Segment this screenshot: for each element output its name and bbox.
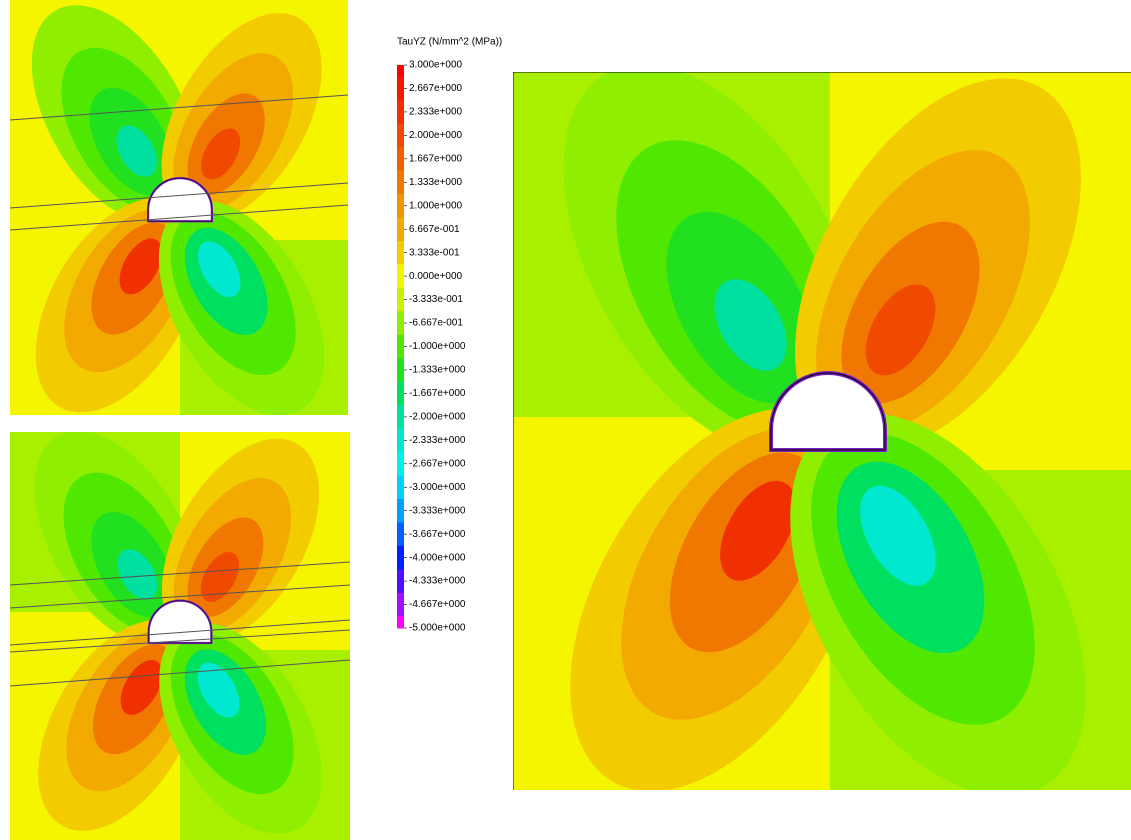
legend-label: 6.667e-001 [409, 224, 460, 235]
legend-label: -3.333e-001 [409, 294, 463, 305]
legend-swatch [397, 475, 404, 500]
legend-swatch [397, 287, 404, 312]
legend-label: 2.333e+000 [409, 107, 463, 118]
legend-swatch [397, 240, 404, 265]
legend-swatch [397, 123, 404, 148]
legend-swatch [397, 170, 404, 195]
legend-title: TauYZ (N/mm^2 (MPa)) [397, 37, 502, 48]
legend-swatch [397, 428, 404, 453]
legend-swatch [397, 264, 404, 289]
legend-label: -5.000e+000 [409, 623, 466, 634]
legend-swatch [397, 334, 404, 359]
legend-swatch [397, 65, 404, 78]
legend-label: -1.000e+000 [409, 341, 466, 352]
legend-swatch [397, 100, 404, 125]
legend-swatch [397, 545, 404, 570]
legend-label: 1.667e+000 [409, 153, 463, 164]
legend-label: 0.000e+000 [409, 271, 463, 282]
legend-swatch [397, 147, 404, 172]
legend-swatch [397, 452, 404, 477]
legend-label: 1.333e+000 [409, 177, 463, 188]
legend-swatch [397, 498, 404, 523]
legend-label: -3.000e+000 [409, 482, 466, 493]
legend: 3.000e+000 2.667e+000 2.333e+000 2.000e+000… [397, 60, 466, 634]
legend-label: 2.667e+000 [409, 83, 463, 94]
legend-swatch [397, 311, 404, 336]
legend-label: 3.000e+000 [409, 60, 463, 71]
legend-swatch [397, 405, 404, 430]
legend-swatch [397, 592, 404, 617]
legend-label: -3.333e+000 [409, 505, 466, 516]
legend-swatch [397, 522, 404, 547]
legend-label: -3.667e+000 [409, 529, 466, 540]
legend-label: -6.667e-001 [409, 318, 463, 329]
contour-plot-main [513, 72, 1131, 790]
legend-label: -4.667e+000 [409, 599, 466, 610]
contour-plot-top-left [10, 0, 348, 415]
legend-swatch [397, 616, 404, 629]
contour-plot-bottom-left [10, 432, 350, 840]
legend-swatch [397, 358, 404, 383]
legend-swatch [397, 381, 404, 406]
legend-swatch [397, 217, 404, 242]
legend-label: -2.333e+000 [409, 435, 466, 446]
legend-label: -2.000e+000 [409, 412, 466, 423]
legend-label: -1.667e+000 [409, 388, 466, 399]
legend-label: 2.000e+000 [409, 130, 463, 141]
legend-label: 3.333e-001 [409, 247, 460, 258]
legend-swatch [397, 569, 404, 594]
legend-label: 1.000e+000 [409, 200, 463, 211]
legend-label: -1.333e+000 [409, 365, 466, 376]
legend-swatch [397, 76, 404, 101]
legend-label: -2.667e+000 [409, 458, 466, 469]
legend-label: -4.333e+000 [409, 576, 466, 587]
legend-label: -4.000e+000 [409, 552, 466, 563]
legend-swatch [397, 194, 404, 218]
